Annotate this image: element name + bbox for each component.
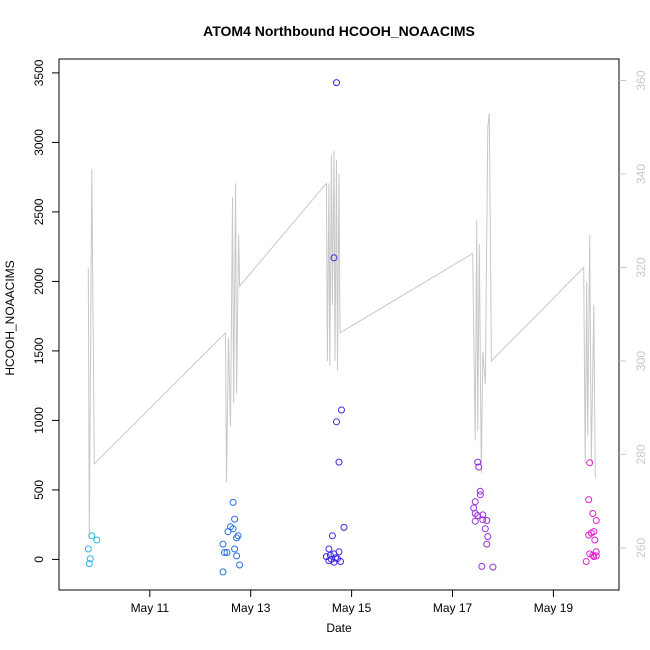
scatter-point [338,406,345,414]
scatter-point [478,562,486,570]
scatter-point [234,532,242,540]
x-tick-label: May 13 [231,601,271,615]
y-left-tick-label: 2500 [32,198,46,225]
scatter-point [474,458,482,466]
scatter-point [86,555,94,563]
scatter-point [333,79,340,87]
x-tick-label: May 11 [131,601,170,615]
scatter-point [221,549,228,556]
scatter-point [484,533,492,540]
scatter-point [330,558,338,566]
y-left-tick-label: 2000 [32,268,46,295]
scatter-point [479,511,487,519]
scatter-point [483,517,491,524]
scatter-point [591,536,599,544]
scatter-point [233,552,241,560]
plot-frame [58,58,620,591]
scatter-point [85,560,93,568]
scatter-point [224,528,232,536]
x-tick-label: May 17 [433,601,473,615]
scatter-point [489,563,497,571]
y-right-tick-label: 320 [634,257,648,277]
scatter-point [483,540,491,548]
y-left-tick-label: 3500 [32,59,46,86]
scatter-point [481,525,489,533]
scatter-point [219,540,227,548]
scatter-point [590,553,598,561]
scatter-point [325,545,333,553]
y-left-axis: 0 500 1000 1500 2000 2500 3000 3500 [32,59,59,563]
gray-line-series [87,113,596,539]
scatter-point [586,459,594,467]
x-tick-label: May 15 [332,601,372,615]
scatter-point [231,545,239,553]
scatter-point [223,549,231,556]
scatter-series [84,79,600,576]
scatter-point [475,463,483,471]
scatter-point [229,498,237,506]
scatter-point [471,517,479,525]
scatter-point [585,496,593,504]
y-left-tick-label: 500 [32,480,46,500]
y-axis-label: HCOOH_NOAACIMS [3,260,17,375]
scatter-point [328,532,336,540]
x-axis-label: Date [326,621,352,635]
y-left-tick-label: 1000 [32,407,46,434]
scatter-point [476,487,484,495]
scatter-point [589,551,597,559]
scatter-point [236,561,244,569]
y-right-tick-label: 300 [634,351,648,371]
scatter-point [325,557,333,565]
scatter-point [233,534,241,542]
scatter-point [219,568,227,576]
scatter-point [592,517,600,524]
scatter-point [476,491,484,499]
scatter-point [84,545,92,553]
y-right-tick-label: 340 [634,164,648,184]
scatter-point [479,516,487,524]
scatter-point [582,558,590,565]
y-right-tick-label: 260 [634,538,648,558]
scatter-point [93,536,101,544]
scatter-point [231,515,239,523]
y-left-tick-label: 1500 [32,337,46,364]
scatter-point [330,254,338,262]
scatter-point [340,523,348,531]
chart-title: ATOM4 Northbound HCOOH_NOAACIMS [203,23,475,39]
gray-line-path [87,113,596,539]
x-axis: May 11 May 13 May 15 May 17 May 19 [131,590,574,615]
scatter-point [88,532,96,540]
x-tick-label: May 19 [534,601,574,615]
scatter-point [589,510,597,517]
scatter-point [330,550,338,558]
scatter-point [335,458,343,466]
scatter-point [474,512,482,520]
y-right-tick-label: 280 [634,444,648,464]
scatter-point [585,531,593,539]
y-right-axis: 260 280 300 320 340 360 [619,70,648,558]
scatter-point [337,558,344,565]
y-left-tick-label: 3000 [32,129,46,156]
scatter-point [333,418,340,426]
y-right-tick-label: 360 [634,70,648,90]
scatter-point [471,498,479,506]
y-left-tick-label: 0 [32,556,46,563]
